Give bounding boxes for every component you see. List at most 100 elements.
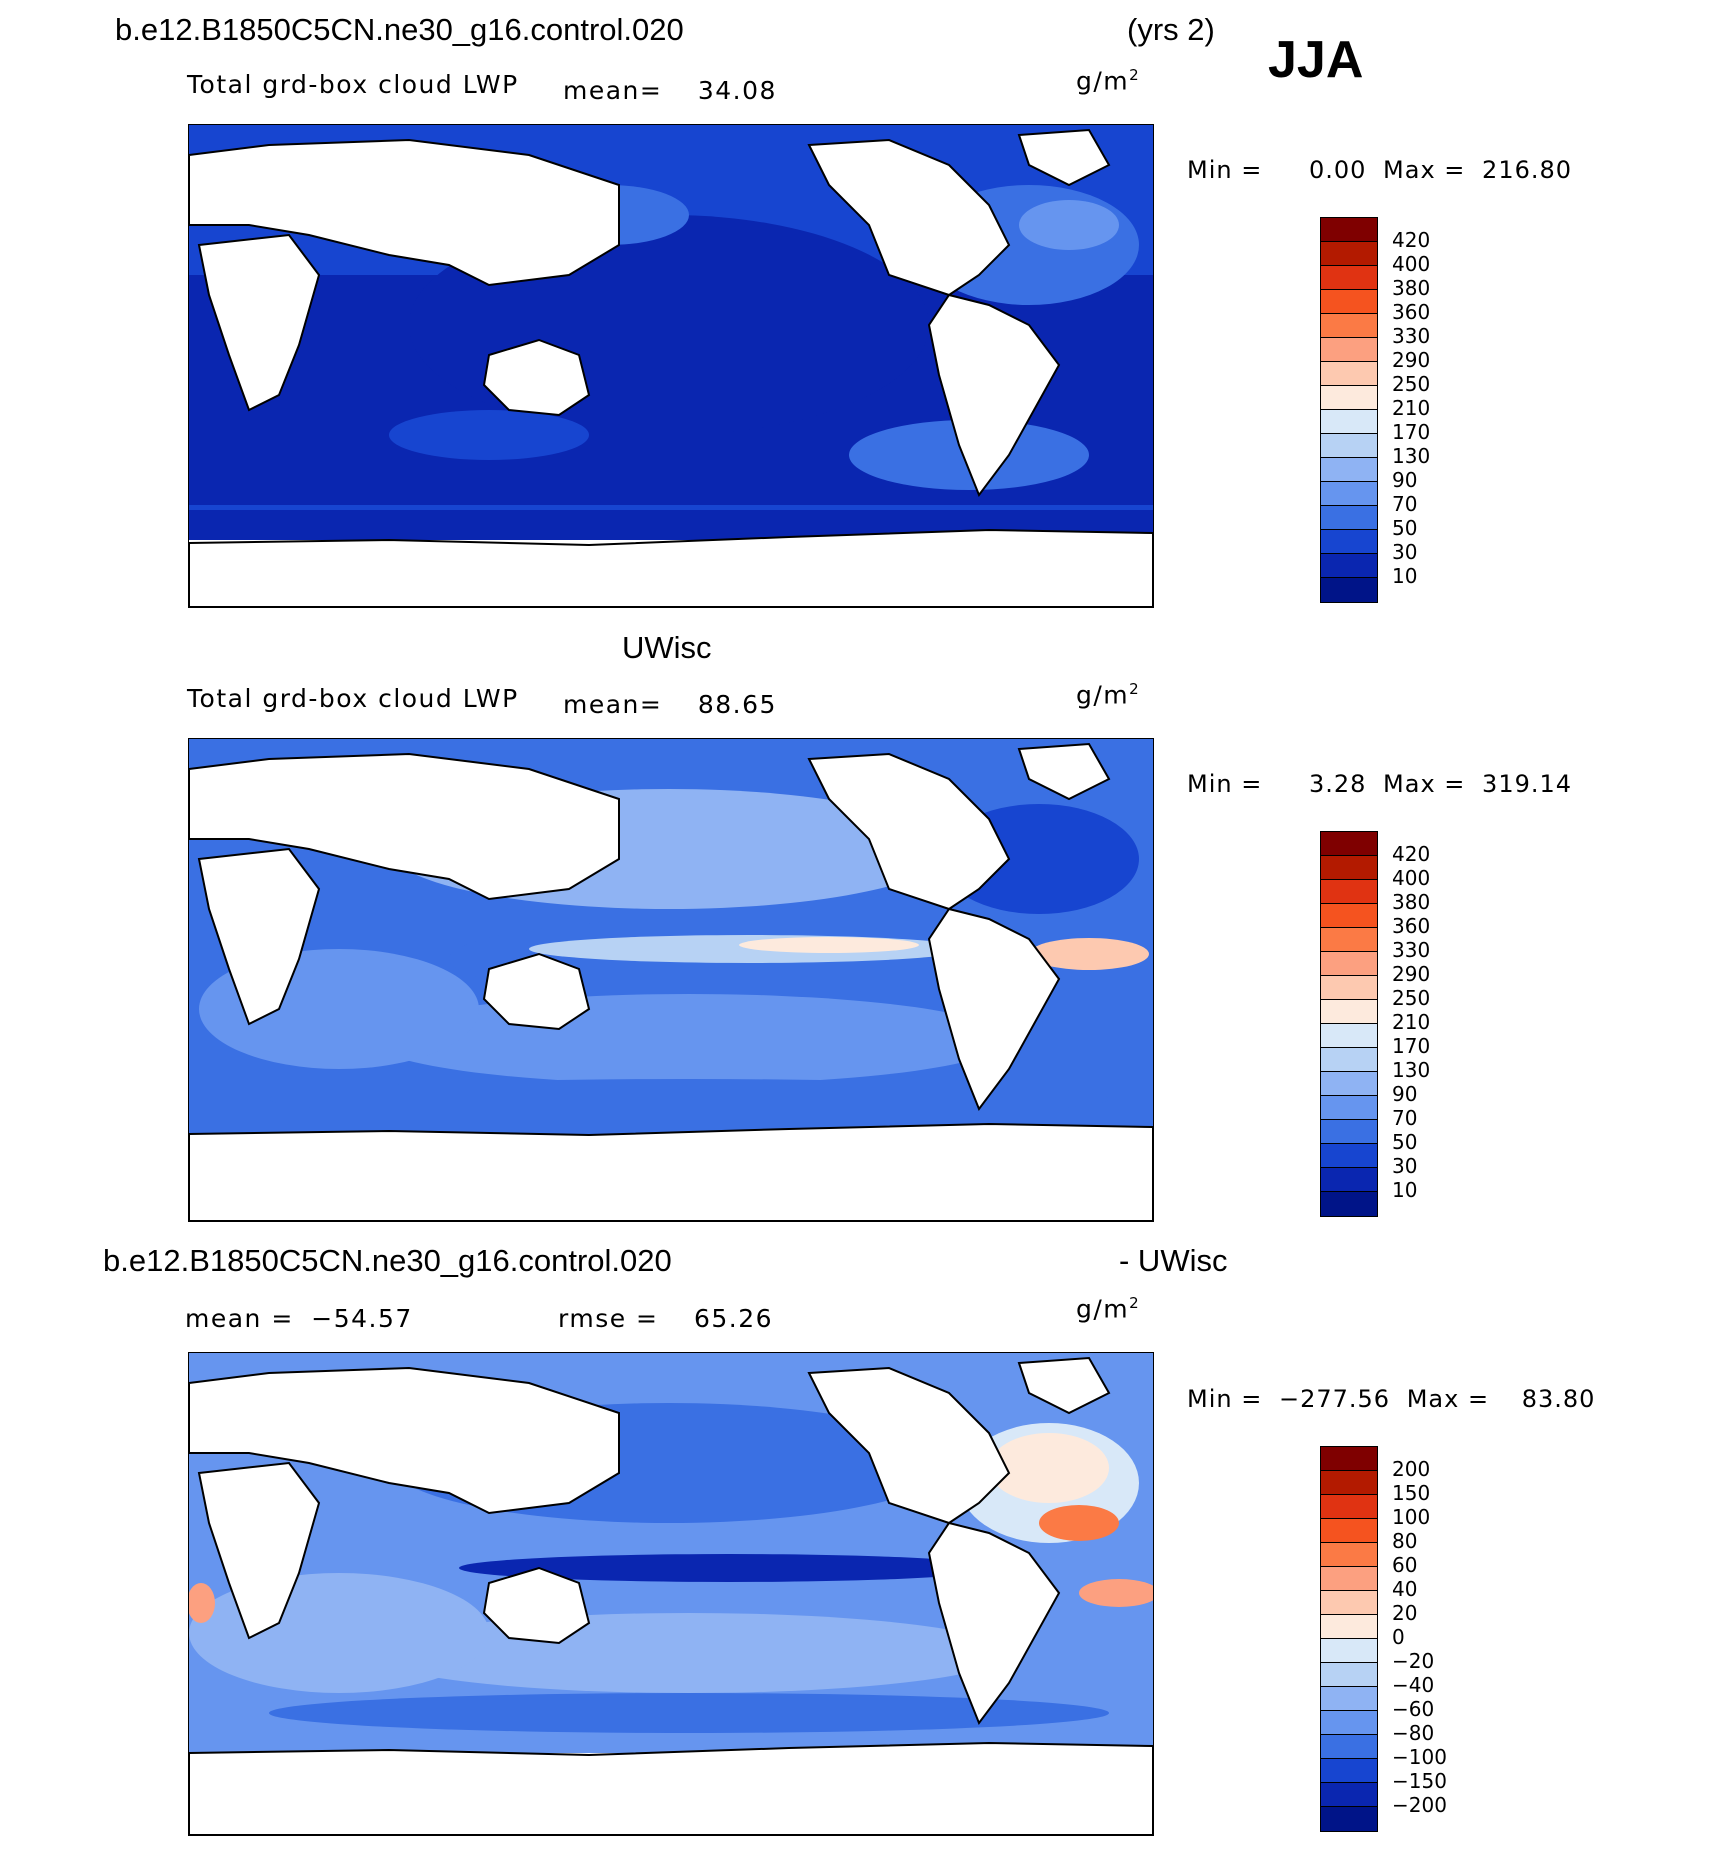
panel2-mean: mean= 88.65	[563, 690, 777, 719]
colorbar-level-label: 400	[1392, 866, 1431, 890]
colorbar-level-label: 130	[1392, 1058, 1431, 1082]
land-south-america	[927, 907, 1061, 1112]
colorbar-level-label: 80	[1392, 1529, 1418, 1553]
panel2-minmax: Min = 3.28 Max = 319.14	[1187, 770, 1572, 798]
land-antarctica	[189, 1741, 1153, 1835]
colorbar-swatch	[1321, 386, 1377, 410]
panel3-colorbar	[1320, 1446, 1378, 1832]
panel3-minmax: Min = −277.56 Max = 83.80	[1187, 1385, 1595, 1413]
colorbar-level-label: 30	[1392, 1154, 1418, 1178]
land-australia	[482, 338, 591, 417]
land-antarctica	[189, 1122, 1153, 1221]
colorbar-swatch	[1321, 856, 1377, 880]
panel1-map	[188, 124, 1154, 608]
colorbar-swatch	[1321, 290, 1377, 314]
colorbar-level-label: 40	[1392, 1577, 1418, 1601]
panel3-max-label: Max =	[1406, 1385, 1490, 1413]
colorbar-swatch	[1321, 1096, 1377, 1120]
colorbar-level-label: −20	[1392, 1649, 1435, 1673]
colorbar-swatch	[1321, 410, 1377, 434]
panel3-mean: mean = −54.57	[185, 1304, 413, 1333]
land-africa	[197, 847, 321, 1026]
panel1-units-exp: 2	[1129, 66, 1141, 84]
colorbar-level-label: 290	[1392, 348, 1431, 372]
colorbar-swatch	[1321, 904, 1377, 928]
colorbar-level-label: 50	[1392, 516, 1418, 540]
colorbar-swatch	[1321, 530, 1377, 554]
panel1-min-value: 0.00	[1308, 156, 1367, 184]
colorbar-level-label: −80	[1392, 1721, 1435, 1745]
panel2-max-value: 319.14	[1482, 770, 1573, 798]
colorbar-level-label: 420	[1392, 228, 1431, 252]
panel2-colorbar	[1320, 831, 1378, 1217]
land-south-america	[927, 1521, 1061, 1726]
colorbar-swatch	[1321, 1807, 1377, 1831]
panel3-map	[188, 1352, 1154, 1836]
panel1-mean-label: mean=	[563, 76, 663, 105]
panel3-title: b.e12.B1850C5CN.ne30_g16.control.020	[103, 1243, 672, 1278]
land-antarctica	[189, 528, 1153, 607]
colorbar-swatch	[1321, 1471, 1377, 1495]
panel3-rmse-label: rmse =	[558, 1304, 659, 1333]
land-greenland	[1017, 128, 1111, 187]
colorbar-swatch	[1321, 266, 1377, 290]
colorbar-swatch	[1321, 1519, 1377, 1543]
colorbar-level-label: 170	[1392, 420, 1431, 444]
colorbar-swatch	[1321, 1783, 1377, 1807]
colorbar-level-label: 290	[1392, 962, 1431, 986]
colorbar-level-label: 20	[1392, 1601, 1418, 1625]
land-greenland	[1017, 742, 1111, 801]
panel2-map	[188, 738, 1154, 1222]
colorbar-level-label: 380	[1392, 890, 1431, 914]
colorbar-level-label: 10	[1392, 1178, 1418, 1202]
panel2-mean-label: mean=	[563, 690, 663, 719]
colorbar-swatch	[1321, 218, 1377, 242]
colorbar-swatch	[1321, 1687, 1377, 1711]
colorbar-swatch	[1321, 1120, 1377, 1144]
colorbar-swatch	[1321, 1663, 1377, 1687]
colorbar-swatch	[1321, 578, 1377, 602]
colorbar-swatch	[1321, 832, 1377, 856]
colorbar-swatch	[1321, 1759, 1377, 1783]
colorbar-swatch	[1321, 1000, 1377, 1024]
colorbar-level-label: 380	[1392, 276, 1431, 300]
panel1-max-value: 216.80	[1482, 156, 1573, 184]
colorbar-level-label: −100	[1392, 1745, 1447, 1769]
panel1-variable: Total grd-box cloud LWP	[187, 70, 519, 99]
land-north-america	[807, 138, 1011, 297]
panel3-mean-label: mean =	[185, 1304, 294, 1333]
colorbar-level-label: −60	[1392, 1697, 1435, 1721]
panel3-units-text: g/m	[1076, 1294, 1130, 1324]
panel3-min-label: Min =	[1187, 1385, 1263, 1413]
colorbar-swatch	[1321, 1639, 1377, 1663]
land-africa	[197, 233, 321, 412]
colorbar-level-label: 200	[1392, 1457, 1431, 1481]
panel1-units: g/m2	[1076, 66, 1140, 95]
panel3-rmse: rmse = 65.26	[558, 1304, 773, 1333]
land-eurasia	[189, 752, 620, 901]
panel2-units: g/m2	[1076, 680, 1140, 709]
land-north-america	[807, 752, 1011, 911]
colorbar-swatch	[1321, 1072, 1377, 1096]
panel2-variable: Total grd-box cloud LWP	[187, 684, 519, 713]
panel3-units-exp: 2	[1129, 1294, 1141, 1312]
panel2-units-text: g/m	[1076, 680, 1130, 710]
colorbar-swatch	[1321, 1567, 1377, 1591]
colorbar-swatch	[1321, 1495, 1377, 1519]
panel1-max-label: Max =	[1383, 156, 1466, 184]
colorbar-swatch	[1321, 458, 1377, 482]
colorbar-swatch	[1321, 1192, 1377, 1216]
land-eurasia	[189, 1366, 620, 1515]
colorbar-level-label: 130	[1392, 444, 1431, 468]
colorbar-level-label: 400	[1392, 252, 1431, 276]
panel1-colorbar	[1320, 217, 1378, 603]
colorbar-swatch	[1321, 1447, 1377, 1471]
colorbar-level-label: 330	[1392, 938, 1431, 962]
panel1-mean-value: 34.08	[697, 76, 777, 105]
colorbar-level-label: 150	[1392, 1481, 1431, 1505]
colorbar-level-label: 420	[1392, 842, 1431, 866]
panel2-units-exp: 2	[1129, 680, 1141, 698]
colorbar-swatch	[1321, 1711, 1377, 1735]
colorbar-level-label: 50	[1392, 1130, 1418, 1154]
colorbar-level-label: −200	[1392, 1793, 1447, 1817]
